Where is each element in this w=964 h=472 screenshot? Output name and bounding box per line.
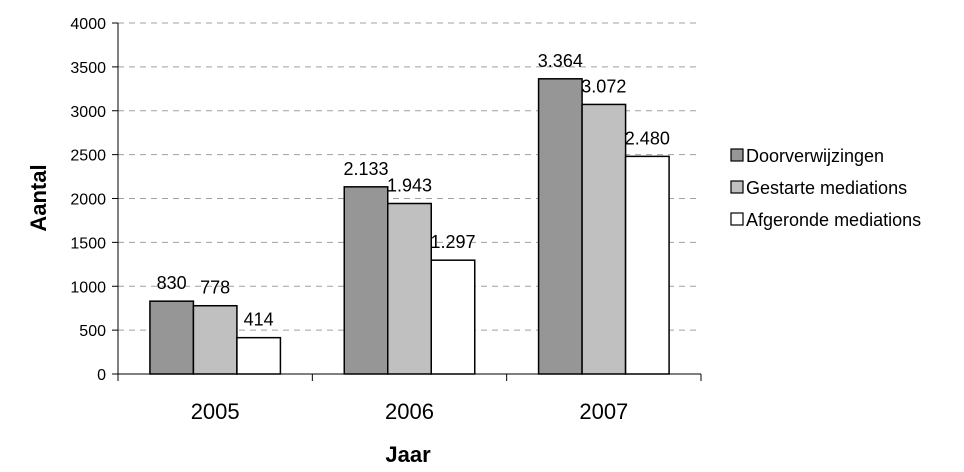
bar-2005-2: [192, 304, 238, 375]
x-tick-label-2007: 2007: [579, 399, 628, 424]
legend-swatch-3: [730, 212, 744, 226]
x-tick-label-2006: 2006: [385, 399, 434, 424]
bar-2006-3: [430, 259, 476, 375]
bar-2006-2: [387, 202, 432, 375]
x-axis-title: Jaar: [385, 442, 431, 467]
data-label-2006-3: 1.297: [430, 232, 475, 252]
bar-2007-1: [537, 78, 583, 375]
y-tick-label-3500: 3500: [70, 60, 106, 77]
data-label-2007-3: 2.480: [625, 128, 670, 148]
y-tick-label-1500: 1500: [70, 235, 106, 252]
y-tick-labels: 0 500 1000 1500 2000 2500 3000 3500 4000: [70, 16, 106, 384]
x-tick-label-2005: 2005: [191, 399, 240, 424]
legend-label-1: Doorverwijzingen: [746, 146, 884, 166]
y-tick-label-1000: 1000: [70, 279, 106, 296]
data-label-2007-2: 3.072: [581, 76, 626, 96]
data-label-2006-1: 2.133: [343, 159, 388, 179]
y-tick-label-3000: 3000: [70, 104, 106, 121]
bars: [149, 78, 670, 375]
bar-2006-1: [343, 186, 389, 375]
y-tick-label-4000: 4000: [70, 16, 106, 33]
y-tick-label-500: 500: [79, 323, 106, 340]
data-label-2006-2: 1.943: [387, 176, 432, 196]
data-label-2005-2: 778: [200, 278, 230, 298]
data-label-2005-1: 830: [157, 273, 187, 293]
bar-2007-3: [624, 155, 670, 375]
legend-label-3: Afgeronde mediations: [746, 210, 921, 230]
axes: [112, 22, 702, 381]
bar-2007-2: [581, 103, 627, 375]
legend: Doorverwijzingen Gestarte mediations Afger…: [730, 146, 921, 230]
legend-swatch-2: [730, 180, 744, 194]
y-tick-label-2500: 2500: [70, 148, 106, 165]
y-tick-label-2000: 2000: [70, 192, 106, 209]
x-tick-labels: 2005 2006 2007: [191, 399, 629, 424]
data-label-2005-3: 414: [244, 310, 274, 330]
bar-2005-3: [236, 336, 282, 375]
legend-label-2: Gestarte mediations: [746, 178, 907, 198]
bar-2005-1: [149, 300, 195, 375]
data-label-2007-1: 3.364: [538, 51, 583, 71]
legend-swatch-1: [730, 148, 744, 162]
y-tick-label-0: 0: [97, 367, 106, 384]
y-axis-title: Aantal: [26, 164, 51, 231]
